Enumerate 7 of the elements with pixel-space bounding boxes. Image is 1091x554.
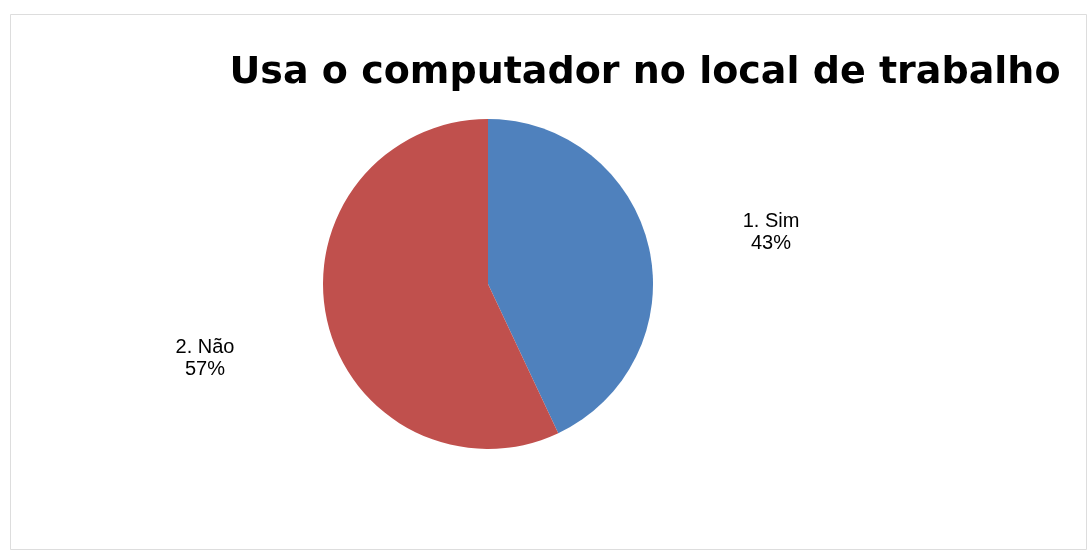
pie-slice: [323, 119, 559, 449]
slice-label: 2. Não: [175, 335, 235, 358]
data-label: 57%: [184, 357, 226, 380]
slice-label: 1. Sim: [742, 208, 800, 231]
chart-title: Usa o computador no local de trabalho: [229, 48, 1061, 92]
data-label: 43%: [751, 230, 792, 253]
pie-slice: [488, 119, 653, 434]
